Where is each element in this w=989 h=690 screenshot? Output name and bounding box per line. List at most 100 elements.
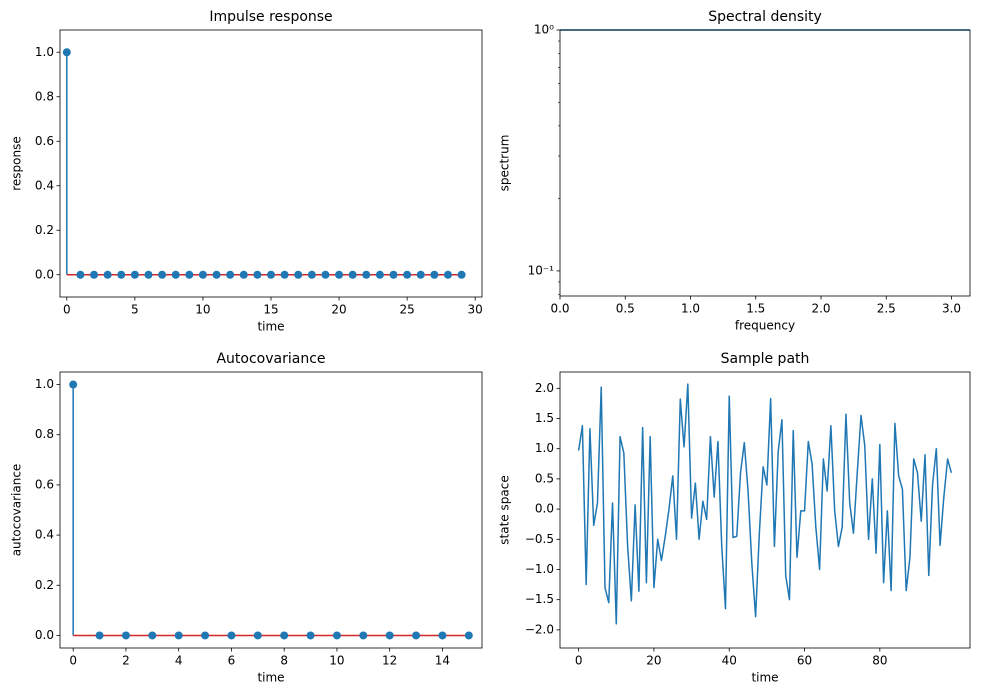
plot-area — [66, 52, 462, 276]
stem-marker — [280, 270, 289, 279]
stem-marker — [321, 270, 330, 279]
x-tick-label: 1.5 — [746, 302, 765, 316]
subplot: 0 2 4 6 8 10 12 14 0.0 0.2 0.4 0.6 0.8 1.0 Autocovaria… — [10, 351, 483, 685]
plot-area — [577, 383, 953, 625]
x-tick-label: 40 — [722, 654, 737, 668]
stem-marker — [375, 270, 384, 279]
x-tick-label: 0 — [575, 654, 583, 668]
stem-marker — [335, 270, 344, 279]
stem-marker — [144, 270, 153, 279]
y-tick-label: 10⁻¹ — [528, 263, 555, 277]
y-tick-label: 0.6 — [35, 477, 54, 491]
stem-marker — [253, 631, 262, 640]
y-axis-label: spectrum — [498, 135, 512, 192]
stem-marker — [69, 380, 78, 389]
subplot: 0 20 40 60 80 −2.0 −1.5 −1.0 −0.5 0.0 0.5 1.0 1.5 2.0… — [498, 351, 971, 685]
stem-marker — [174, 631, 183, 640]
stem-marker — [212, 270, 221, 279]
stem-marker — [130, 270, 139, 279]
plot-area — [72, 384, 469, 637]
stem-marker — [171, 270, 180, 279]
axes-frame — [59, 371, 483, 649]
x-tick-label: 0 — [69, 654, 77, 668]
stem-marker — [121, 631, 130, 640]
y-tick-label: 0.8 — [35, 89, 54, 103]
stem-marker — [76, 270, 85, 279]
stem-marker — [198, 270, 207, 279]
stem-marker — [464, 631, 473, 640]
stem-marker — [294, 270, 303, 279]
axes-frame — [559, 371, 971, 649]
stem-marker — [332, 631, 341, 640]
stem-marker — [280, 631, 289, 640]
x-tick-label: 0 — [63, 303, 71, 317]
y-tick-label: 0.0 — [35, 628, 54, 642]
y-tick-label: 0.5 — [535, 471, 554, 485]
x-tick-label: 14 — [435, 654, 450, 668]
x-tick-label: 5 — [131, 303, 139, 317]
stem-marker — [403, 270, 412, 279]
y-axis-label: state space — [498, 475, 512, 544]
x-tick-label: 1.0 — [681, 302, 700, 316]
y-tick-label: 0.2 — [35, 223, 54, 237]
x-tick-label: 6 — [228, 654, 236, 668]
stem-marker — [185, 270, 194, 279]
y-tick-label: 1.0 — [35, 45, 54, 59]
x-tick-label: 2.0 — [811, 302, 830, 316]
y-tick-label: 0.8 — [35, 427, 54, 441]
stem-marker — [253, 270, 262, 279]
stem-marker — [457, 270, 466, 279]
x-tick-label: 10 — [195, 303, 210, 317]
chart-title: Sample path — [721, 351, 810, 367]
x-tick-label: 80 — [872, 654, 887, 668]
y-tick-label: −2.0 — [525, 622, 554, 636]
y-tick-label: −0.5 — [525, 532, 554, 546]
y-tick-label: 0.0 — [535, 502, 554, 516]
x-tick-label: 15 — [263, 303, 278, 317]
stem-marker — [385, 631, 394, 640]
subplot: 0 5 10 15 20 25 30 0.0 0.2 0.4 0.6 0.8 1.0 Impulse re… — [10, 9, 483, 334]
stem-marker — [307, 270, 316, 279]
stem-marker — [389, 270, 398, 279]
y-tick-label: 0.0 — [35, 267, 54, 281]
x-tick-label: 2 — [122, 654, 130, 668]
x-tick-label: 30 — [468, 303, 483, 317]
x-axis-label: time — [751, 671, 778, 685]
y-tick-label: 1.0 — [535, 441, 554, 455]
line — [577, 383, 953, 625]
y-tick-label: 0.4 — [35, 178, 54, 192]
y-tick-label: 2.0 — [535, 381, 554, 395]
chart-title: Impulse response — [209, 9, 332, 25]
x-tick-label: 10 — [329, 654, 344, 668]
x-axis-label: time — [257, 320, 284, 334]
stem-marker — [201, 631, 210, 640]
chart-title: Autocovariance — [216, 351, 325, 367]
x-tick-label: 0.5 — [616, 302, 635, 316]
x-tick-label: 3.0 — [942, 302, 961, 316]
y-tick-label: −1.0 — [525, 562, 554, 576]
x-tick-label: 60 — [797, 654, 812, 668]
stem-marker — [103, 270, 112, 279]
stem-marker — [306, 631, 315, 640]
stem-marker — [148, 631, 157, 640]
y-tick-label: 0.4 — [35, 528, 54, 542]
axes-frame — [59, 29, 483, 298]
stem-marker — [95, 631, 104, 640]
y-tick-label: 0.6 — [35, 134, 54, 148]
x-tick-label: 25 — [399, 303, 414, 317]
stem-marker — [117, 270, 126, 279]
y-tick-label: −1.5 — [525, 592, 554, 606]
x-tick-label: 20 — [646, 654, 661, 668]
stem-marker — [226, 270, 235, 279]
stem-marker — [430, 270, 439, 279]
y-tick-label: 0.2 — [35, 578, 54, 592]
x-tick-label: 2.5 — [877, 302, 896, 316]
x-tick-label: 20 — [331, 303, 346, 317]
stem-marker — [443, 270, 452, 279]
subplot: 0.0 0.5 1.0 1.5 2.0 2.5 3.0 10⁻¹ 10⁰ Spectral den… — [498, 9, 971, 333]
y-tick-label: 1.5 — [535, 411, 554, 425]
stem-marker — [416, 270, 425, 279]
y-tick-label: 1.0 — [35, 377, 54, 391]
x-axis-label: frequency — [735, 319, 795, 333]
